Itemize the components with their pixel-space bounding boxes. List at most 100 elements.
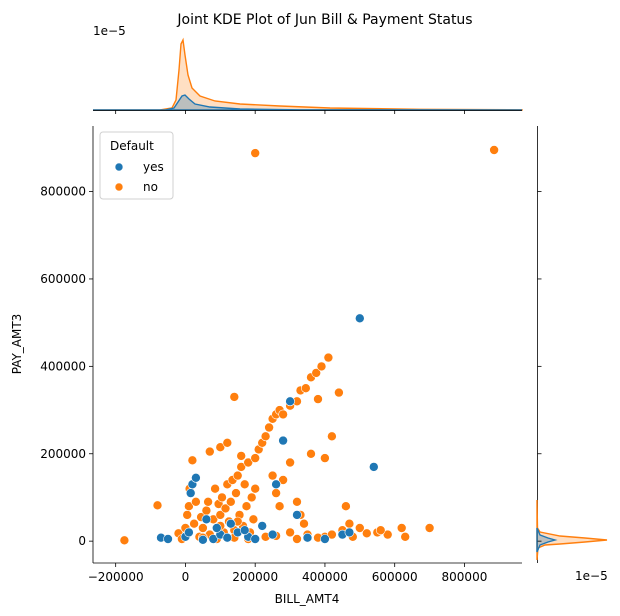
scatter-point-no	[311, 368, 322, 378]
scatter-point-yes	[212, 523, 222, 533]
scatter-point-no	[229, 392, 240, 402]
scatter-point-no	[327, 529, 337, 540]
scatter-points	[119, 145, 499, 546]
scatter-point-yes	[285, 396, 295, 407]
scatter-point-no	[215, 510, 226, 520]
legend-title: Default	[110, 139, 154, 153]
scatter-point-no	[226, 496, 236, 507]
top-kde-yes-area	[93, 94, 523, 111]
legend-label-no: no	[143, 180, 158, 194]
scatter-point-no	[191, 496, 201, 507]
scatter-point-no	[203, 496, 213, 507]
scatter-point-yes	[271, 479, 281, 490]
scatter-point-no	[119, 535, 130, 546]
scatter-point-no	[201, 505, 212, 516]
scatter-point-no	[400, 531, 411, 542]
scatter-point-no	[299, 518, 309, 529]
scatter-point-no	[300, 383, 311, 394]
scatter-point-no	[278, 409, 288, 420]
scatter-point-no	[316, 361, 327, 372]
scatter-point-no	[250, 453, 260, 463]
scatter-point-yes	[201, 514, 212, 525]
scatter-point-no	[267, 470, 278, 481]
scatter-point-no	[354, 523, 365, 533]
chart-title: Joint KDE Plot of Jun Bill & Payment Sta…	[176, 12, 472, 28]
x-axis-ticks: −200000 0 200000 400000 600000 800000	[88, 563, 488, 584]
scatter-point-no	[189, 518, 199, 529]
scatter-point-no	[246, 492, 257, 503]
scatter-point-no	[424, 523, 435, 533]
y-axis-ticks: 0 200000 400000 600000 800000	[40, 185, 93, 548]
scatter-point-yes	[292, 510, 302, 520]
scatter-point-no	[306, 448, 316, 459]
scatter-point-no	[210, 483, 220, 494]
scatter-point-no	[250, 148, 260, 158]
legend-label-yes: yes	[143, 160, 164, 174]
right-kde-yes-area	[536, 527, 558, 553]
scatter-point-yes	[185, 488, 196, 498]
scatter-point-yes	[344, 527, 355, 538]
scatter-point-no	[241, 501, 252, 512]
scatter-point-no	[152, 500, 163, 511]
scatter-point-no	[231, 488, 241, 498]
x-tick-label: 200000	[232, 570, 278, 584]
scatter-point-yes	[239, 525, 250, 536]
y-axis-label: PAY_AMT3	[10, 314, 24, 375]
scatter-point-no	[182, 510, 192, 520]
scatter-point-no	[264, 422, 274, 433]
scatter-point-yes	[320, 534, 330, 544]
scatter-point-no	[217, 492, 227, 503]
scatter-point-no	[205, 446, 215, 457]
scatter-point-yes	[222, 532, 233, 543]
legend: Default yes no	[99, 131, 174, 200]
scatter-point-yes	[191, 472, 201, 483]
x-tick-label: 0	[182, 570, 190, 584]
scatter-point-no	[341, 501, 351, 512]
scatter-point-yes	[208, 534, 219, 544]
y-tick-label: 400000	[40, 359, 86, 373]
scatter-point-no	[285, 457, 295, 468]
scatter-point-no	[396, 523, 407, 533]
x-tick-label: 600000	[372, 570, 418, 584]
y-tick-label: 600000	[40, 272, 86, 286]
legend-marker-no	[114, 182, 124, 192]
scatter-point-no	[323, 352, 334, 363]
scatter-point-yes	[257, 521, 268, 531]
scatter-point-no	[243, 457, 253, 468]
right-marginal-ticks	[537, 191, 542, 542]
x-axis-label: BILL_AMT4	[275, 592, 340, 606]
right-marginal-panel: 1e−5	[536, 126, 608, 583]
scatter-point-yes	[278, 435, 288, 446]
scatter-point-yes	[198, 534, 208, 545]
top-marginal-ticks	[115, 110, 465, 114]
y-tick-label: 0	[78, 534, 86, 548]
right-marginal-offset-label: 1e−5	[575, 569, 608, 583]
scatter-point-no	[187, 455, 198, 466]
scatter-point-yes	[368, 462, 379, 472]
scatter-point-no	[184, 501, 194, 512]
scatter-point-no	[382, 529, 393, 540]
scatter-point-yes	[302, 532, 313, 543]
top-marginal-offset-label: 1e−5	[93, 24, 126, 38]
scatter-point-no	[344, 518, 355, 529]
x-tick-label: 800000	[442, 570, 488, 584]
top-marginal-panel: 1e−5	[93, 24, 523, 114]
scatter-point-yes	[226, 518, 236, 529]
scatter-point-no	[292, 534, 302, 544]
scatter-point-no	[236, 451, 246, 461]
x-tick-label: 400000	[302, 570, 348, 584]
scatter-point-yes	[250, 534, 260, 544]
y-tick-label: 800000	[40, 185, 86, 199]
x-tick-label: −200000	[88, 570, 144, 584]
scatter-point-no	[232, 470, 243, 481]
scatter-point-no	[489, 145, 499, 155]
scatter-point-no	[236, 462, 246, 472]
scatter-point-no	[313, 394, 323, 404]
scatter-point-no	[375, 525, 386, 536]
scatter-point-no	[327, 431, 337, 442]
scatter-point-no	[220, 503, 231, 514]
scatter-point-yes	[354, 313, 365, 324]
scatter-point-no	[260, 431, 271, 442]
scatter-point-no	[320, 453, 330, 463]
